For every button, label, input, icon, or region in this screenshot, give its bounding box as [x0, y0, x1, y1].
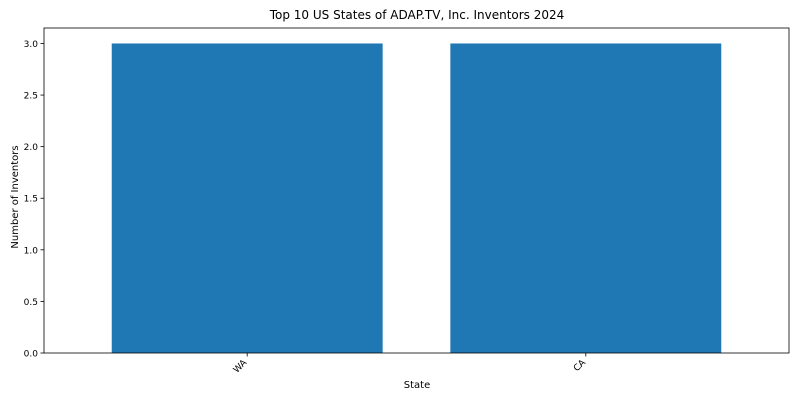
y-tick-label: 1.0: [24, 246, 39, 256]
x-axis-label: State: [404, 380, 430, 391]
y-tick-label: 0.5: [24, 298, 38, 308]
y-axis-label: Number of Inventors: [10, 145, 21, 248]
x-tick-label: CA: [572, 357, 588, 373]
y-tick-label: 1.5: [24, 195, 38, 205]
bar-wa: [112, 43, 383, 353]
y-tick-label: 2.5: [24, 92, 38, 102]
plot-area: 0.0 0.5 1.0 1.5 2.0 2.5 3.0 WA CA: [24, 28, 789, 375]
chart-title: Top 10 US States of ADAP.TV, Inc. Invent…: [269, 8, 565, 22]
y-tick-label: 0.0: [24, 350, 39, 360]
y-tick-label: 3.0: [24, 40, 39, 50]
y-tick-label: 2.0: [24, 143, 39, 153]
x-tick-label: WA: [232, 357, 250, 375]
bar-ca: [450, 43, 721, 353]
